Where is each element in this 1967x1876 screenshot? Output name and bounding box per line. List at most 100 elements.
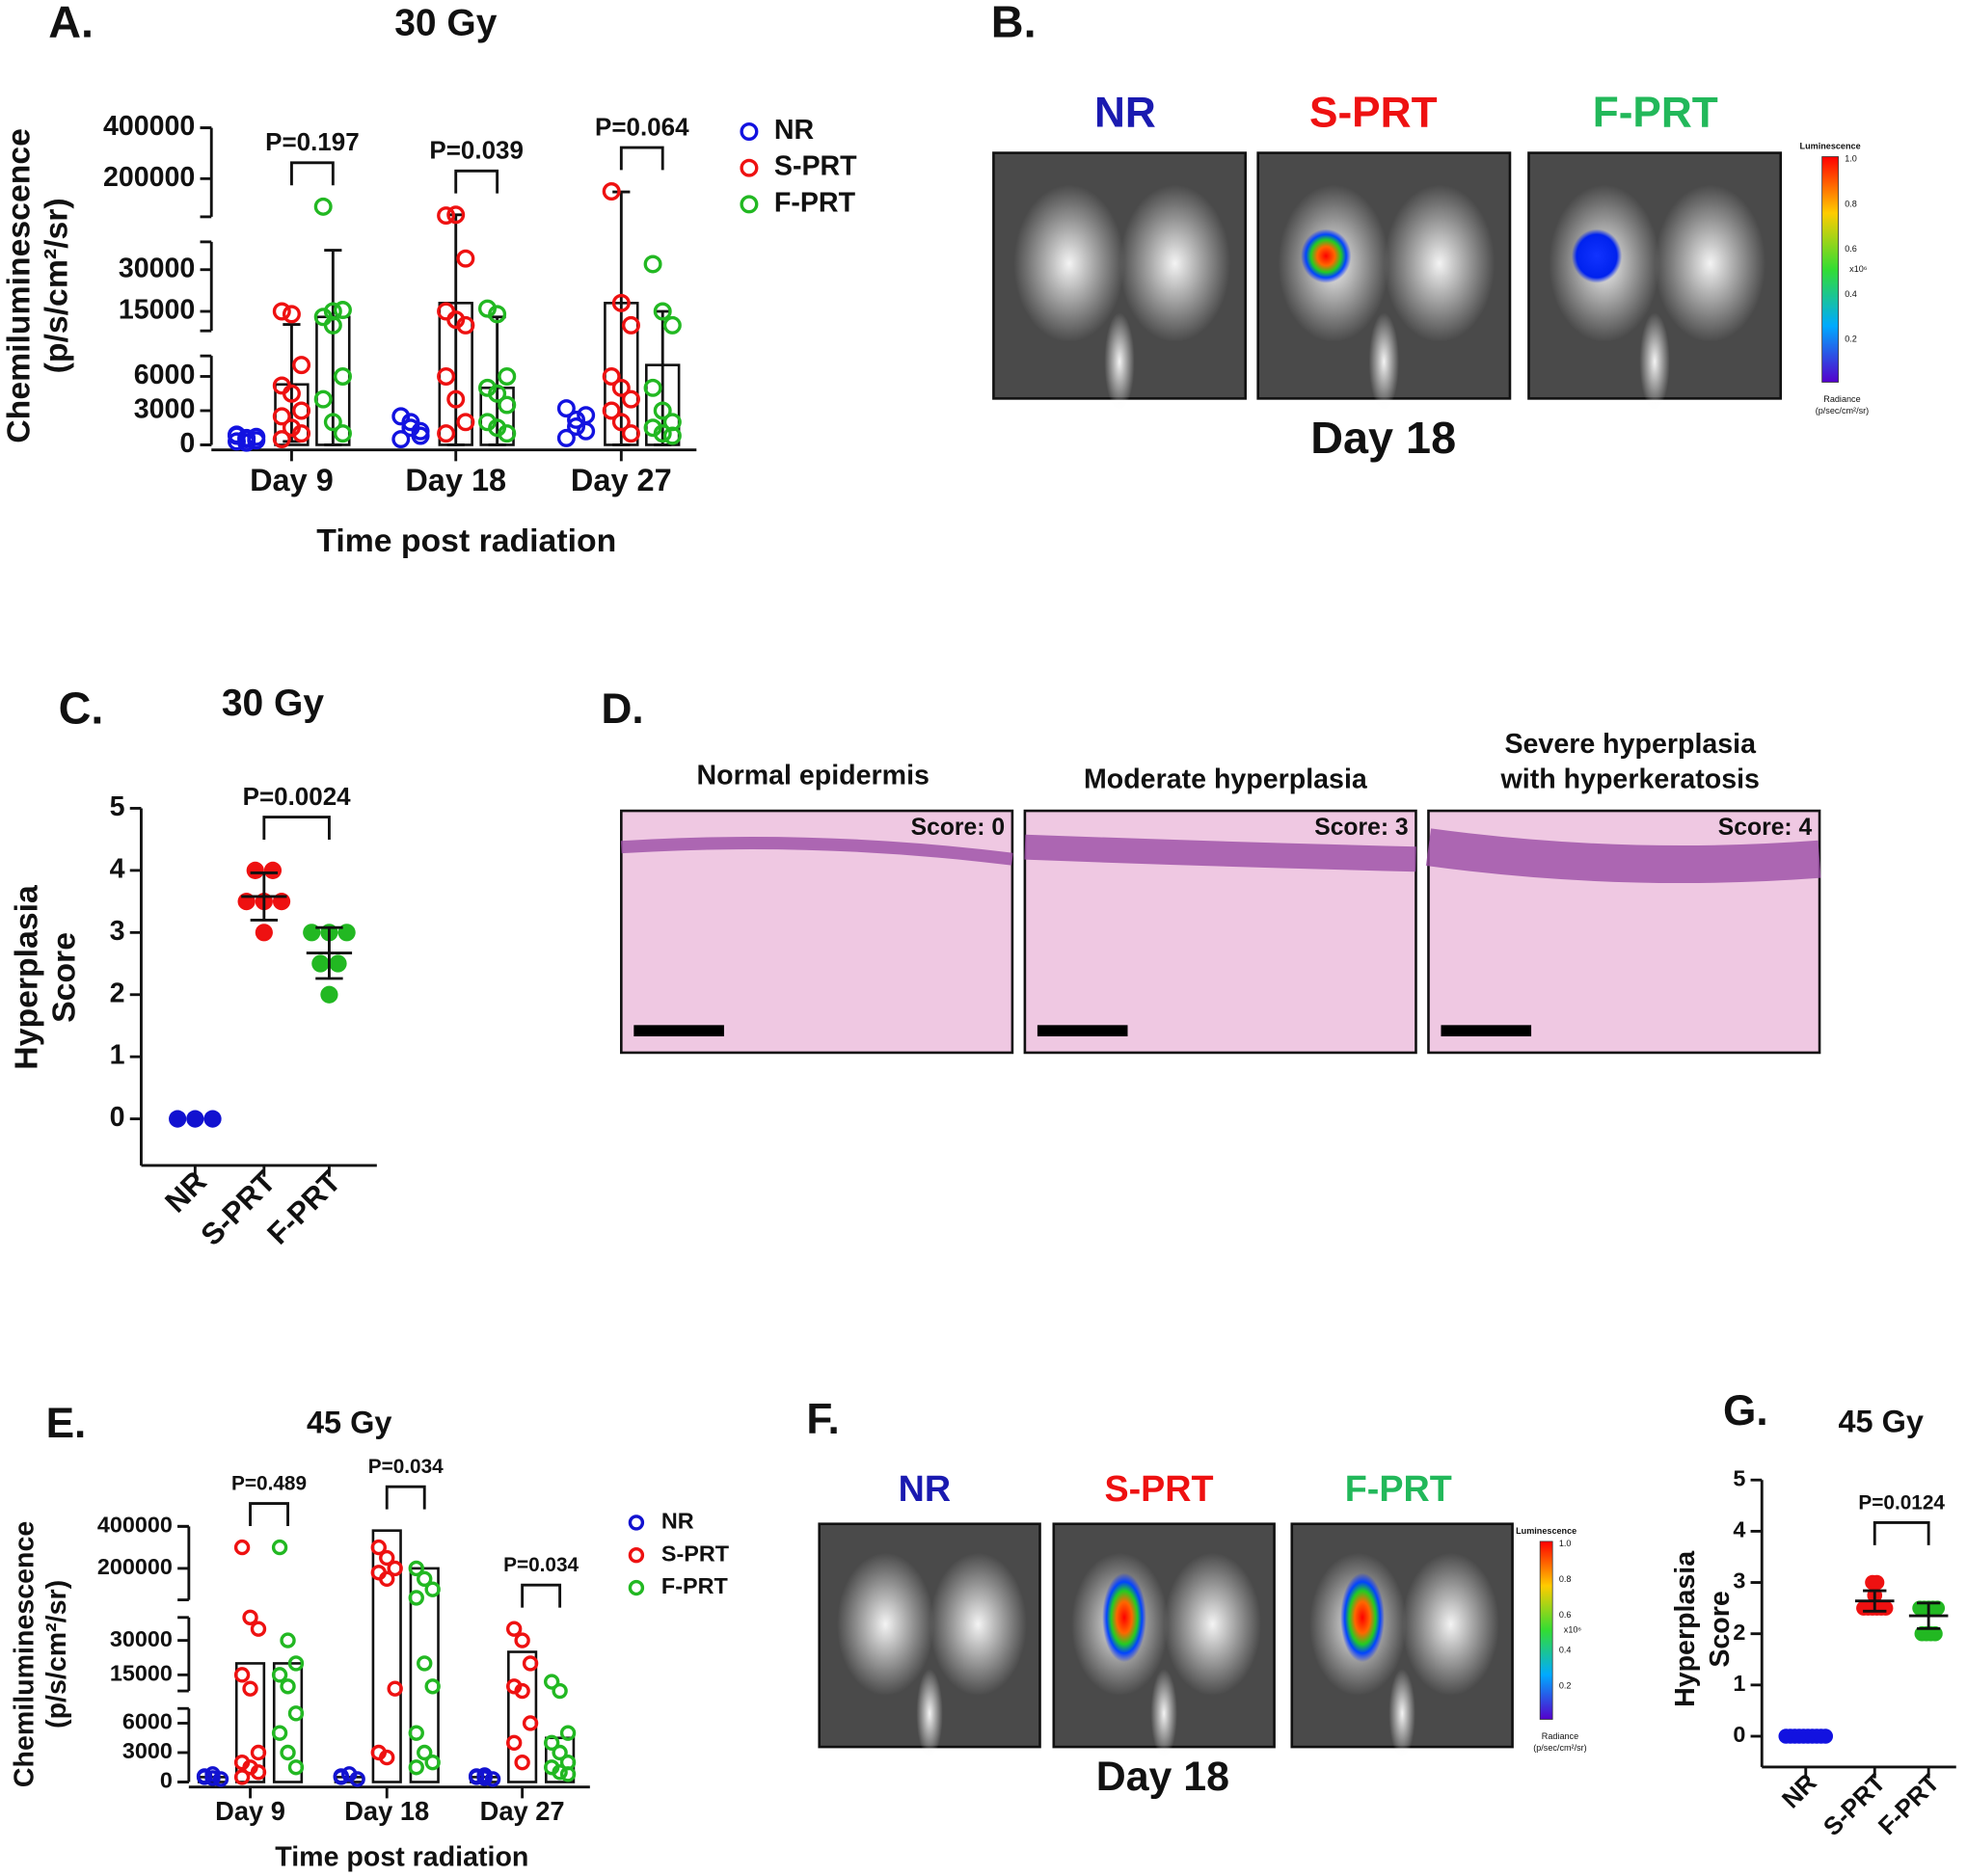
data-point xyxy=(370,1539,387,1556)
image-panel xyxy=(1052,1522,1276,1758)
data-point xyxy=(417,1655,433,1672)
y-axis-label: (p/s/cm²/sr) xyxy=(41,1580,72,1729)
image-panel xyxy=(818,1522,1041,1758)
y-tick-label: 0 xyxy=(179,428,195,459)
epidermis xyxy=(1024,834,1416,872)
data-point xyxy=(263,861,283,879)
data-point xyxy=(272,407,291,426)
p-value-label: P=0.034 xyxy=(503,1554,579,1576)
image-panel xyxy=(620,809,1014,1055)
mouse-body xyxy=(1655,184,1766,342)
bar xyxy=(507,1650,538,1783)
y-tick-label: 4 xyxy=(1733,1517,1745,1542)
data-point xyxy=(602,182,621,201)
data-point xyxy=(333,366,352,386)
bar xyxy=(272,1662,304,1783)
data-point xyxy=(488,305,507,324)
legend-label: S-PRT xyxy=(774,151,857,182)
data-point xyxy=(643,255,662,274)
data-point xyxy=(611,378,631,397)
mouse-body xyxy=(1013,184,1125,342)
data-point xyxy=(237,433,256,452)
y-tick-label: 3000 xyxy=(134,394,196,425)
data-point xyxy=(498,366,517,386)
data-point xyxy=(233,1539,251,1556)
chart-title: 30 Gy xyxy=(394,2,498,43)
y-tick-label: 2 xyxy=(110,978,125,1008)
data-point xyxy=(505,1734,523,1752)
colorbar xyxy=(1821,156,1839,383)
data-point xyxy=(446,389,466,409)
data-point xyxy=(417,1570,433,1587)
y-axis-label: Score xyxy=(45,932,82,1023)
legend-marker xyxy=(628,1547,645,1564)
mouse-tail xyxy=(1368,312,1400,412)
data-point xyxy=(424,1581,441,1597)
data-point xyxy=(611,293,631,312)
data-point xyxy=(228,432,246,451)
significance-bracket xyxy=(619,146,664,171)
data-point xyxy=(233,1769,251,1785)
colorbar xyxy=(1539,1541,1553,1720)
data-point xyxy=(424,1678,441,1695)
panel-label: A. xyxy=(48,0,94,46)
data-point xyxy=(333,1768,349,1784)
error-bar xyxy=(446,213,465,446)
data-point xyxy=(379,1549,395,1567)
data-point xyxy=(567,417,586,437)
data-point xyxy=(379,1749,395,1766)
y-tick-label: 1 xyxy=(1733,1671,1745,1696)
data-point xyxy=(387,1560,403,1577)
data-point xyxy=(456,315,475,335)
data-point xyxy=(323,413,342,432)
data-point xyxy=(272,430,291,449)
data-point xyxy=(271,1539,288,1556)
data-point xyxy=(505,1621,523,1637)
y-tick-label: 15000 xyxy=(119,295,195,326)
panel-label: C. xyxy=(59,683,104,734)
y-axis-label: Hyperplasia xyxy=(8,885,44,1070)
data-point xyxy=(247,431,266,450)
data-point xyxy=(250,1744,267,1761)
y-axis-label: Chemiluminescence xyxy=(1,128,38,443)
data-point xyxy=(567,410,586,429)
x-tick-label: Day 27 xyxy=(480,1796,565,1826)
p-value-label: P=0.034 xyxy=(368,1456,444,1478)
data-point xyxy=(514,1632,530,1648)
y-tick-label: 6000 xyxy=(134,360,196,390)
data-point xyxy=(498,395,517,415)
data-point xyxy=(242,1609,258,1625)
mouse-tail xyxy=(1639,312,1670,412)
chart-title: 30 Gy xyxy=(222,683,325,724)
data-point xyxy=(320,985,338,1004)
data-point xyxy=(333,301,352,320)
y-tick-label: 200000 xyxy=(103,162,195,193)
error-bar xyxy=(654,309,672,446)
data-point xyxy=(196,1768,213,1784)
luminescence-spot xyxy=(1301,228,1352,283)
y-tick-label: 3000 xyxy=(122,1738,173,1763)
image-title: Normal epidermis xyxy=(696,761,929,791)
colorbar-footer: Radiance xyxy=(1542,1731,1578,1741)
data-point xyxy=(488,384,507,403)
y-tick-label: 5 xyxy=(110,791,125,822)
x-tick-label: Day 18 xyxy=(405,463,506,497)
legend-label: F-PRT xyxy=(661,1573,729,1598)
image-caption: Day 18 xyxy=(1096,1754,1229,1800)
data-point xyxy=(621,389,640,409)
y-tick-label: 3 xyxy=(1733,1568,1745,1594)
data-point xyxy=(456,249,475,268)
data-point xyxy=(559,1766,577,1782)
y-tick-label: 30000 xyxy=(119,253,195,283)
colorbar-tick: 0.2 xyxy=(1845,335,1857,344)
x-tick-label: Day 9 xyxy=(215,1796,285,1826)
p-value-label: P=0.039 xyxy=(429,136,524,165)
y-tick-label: 4 xyxy=(110,853,125,884)
significance-bracket xyxy=(1873,1520,1930,1545)
colorbar-unit: x10⁶ xyxy=(1564,1625,1582,1635)
bar xyxy=(371,1529,402,1783)
error-bar xyxy=(612,190,631,446)
legend-marker xyxy=(628,1514,645,1531)
mouse-tail xyxy=(1150,1669,1177,1758)
mouse-body xyxy=(930,1552,1027,1696)
